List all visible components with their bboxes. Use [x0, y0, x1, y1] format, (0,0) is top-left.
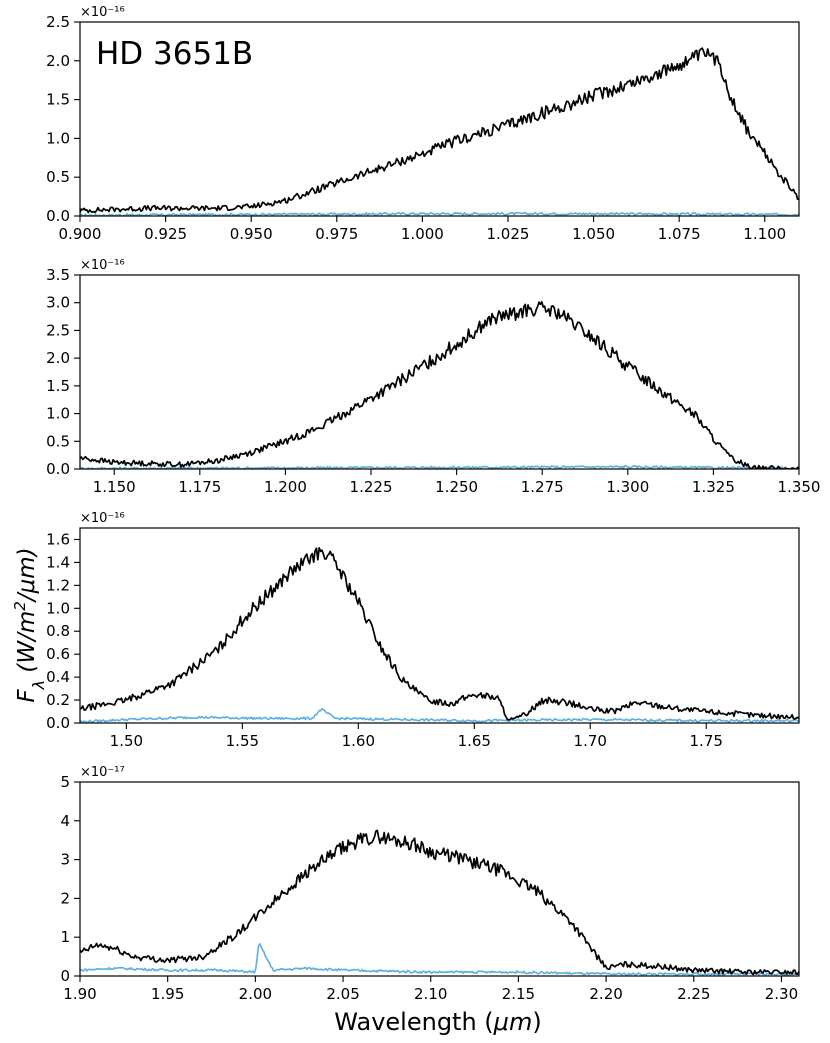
y-tick-label: 3.5 [46, 266, 70, 284]
x-tick-label: 1.75 [690, 732, 723, 750]
x-label-base: Wavelength ( [334, 1008, 493, 1036]
series-uncertainty-line [80, 211, 799, 216]
panel-2: 1.150 1.175 1.200 1.225 1.250 1.275 1.300 1.325… [46, 258, 820, 496]
x-tick-label: 2.00 [239, 985, 272, 1003]
y-label-symbol: F [14, 689, 40, 703]
y-tick-label: 1.0 [46, 129, 70, 147]
y-tick-label: 0.2 [46, 691, 70, 709]
x-tick-label: 1.000 [401, 225, 444, 243]
x-tick-label: 2.25 [677, 985, 710, 1003]
x-tick-label: 1.050 [572, 225, 615, 243]
y-label-superscript: 2 [11, 601, 29, 611]
y-exponent-label: ×10⁻¹⁶ [80, 511, 125, 526]
plot-frame [79, 781, 800, 977]
series-uncertainty-line [80, 943, 799, 976]
x-tick-label: 0.925 [144, 225, 187, 243]
plot-frame [79, 274, 800, 470]
y-tick-label: 1.4 [46, 553, 70, 571]
y-label-unit: (W/m [14, 611, 40, 680]
y-axis-label: Fλ (W/m2/μm) [11, 547, 48, 702]
x-tick-label: 1.275 [521, 478, 564, 496]
y-tick-label: 0.5 [46, 168, 70, 186]
x-tick-label: 1.025 [486, 225, 529, 243]
x-tick-label: 1.150 [93, 478, 136, 496]
y-tick-label: 4 [60, 812, 70, 830]
x-tick-label: 1.350 [778, 478, 821, 496]
x-axis-label: Wavelength (μm) [334, 1008, 541, 1036]
x-tick-label: 1.55 [226, 732, 259, 750]
x-tick-label: 1.225 [350, 478, 393, 496]
panel-3: 1.50 1.55 1.60 1.65 1.70 1.75 0.0 0.2 0.4 0.6 0.8 1… [46, 511, 800, 750]
y-tick-label: 1 [60, 928, 70, 946]
y-exponent-label: ×10⁻¹⁷ [80, 765, 125, 780]
y-tick-label: 2.5 [46, 13, 70, 31]
x-tick-label: 1.300 [606, 478, 649, 496]
y-tick-label: 1.6 [46, 530, 70, 548]
y-label-subscript: λ [29, 680, 48, 690]
y-tick-label: 2 [60, 889, 70, 907]
y-tick-label: 5 [60, 773, 70, 791]
series-flux-line [80, 547, 799, 721]
x-tick-label: 1.250 [435, 478, 478, 496]
y-tick-label: 0.5 [46, 432, 70, 450]
x-label-close: ) [532, 1008, 541, 1036]
y-tick-label: 1.0 [46, 599, 70, 617]
x-tick-label: 1.075 [658, 225, 701, 243]
x-tick-label: 1.65 [458, 732, 491, 750]
plot-frame [79, 527, 800, 724]
x-tick-label: 1.60 [342, 732, 375, 750]
x-tick-label: 1.50 [110, 732, 143, 750]
y-label-unit-end: /μm) [14, 547, 40, 603]
y-exponent-label: ×10⁻¹⁶ [80, 5, 125, 20]
y-tick-label: 2.0 [46, 349, 70, 367]
panels-group: 0.900 0.925 0.950 0.975 1.000 1.025 1.050 1.075… [46, 5, 820, 1003]
x-tick-label: 0.900 [59, 225, 102, 243]
y-tick-label: 0.8 [46, 622, 70, 640]
y-tick-label: 0.4 [46, 668, 70, 686]
y-tick-label: 0.6 [46, 645, 70, 663]
x-tick-label: 0.975 [315, 225, 358, 243]
y-tick-label: 0.0 [46, 207, 70, 225]
series-flux-line [80, 829, 799, 976]
y-tick-label: 0.0 [46, 460, 70, 478]
y-tick-label: 1.5 [46, 91, 70, 109]
x-tick-label: 0.950 [230, 225, 273, 243]
x-tick-label: 2.15 [502, 985, 535, 1003]
plot-frame [79, 21, 800, 217]
y-tick-label: 2.0 [46, 52, 70, 70]
x-tick-label: 2.10 [414, 985, 447, 1003]
y-tick-label: 0.0 [46, 714, 70, 732]
x-label-unit: μm [493, 1008, 533, 1036]
x-tick-label: 1.175 [178, 478, 221, 496]
x-tick-label: 1.100 [743, 225, 786, 243]
y-tick-label: 2.5 [46, 321, 70, 339]
y-tick-label: 1.0 [46, 405, 70, 423]
series-flux-line [80, 47, 799, 214]
x-tick-label: 1.95 [151, 985, 184, 1003]
x-tick-label: 1.70 [574, 732, 607, 750]
panel-1: 0.900 0.925 0.950 0.975 1.000 1.025 1.050 1.075… [46, 5, 800, 243]
y-tick-label: 1.2 [46, 576, 70, 594]
series-uncertainty-line [80, 465, 799, 469]
x-tick-label: 2.30 [765, 985, 798, 1003]
x-tick-label: 1.90 [63, 985, 96, 1003]
figure-title: HD 3651B [96, 36, 253, 72]
x-tick-label: 2.20 [589, 985, 622, 1003]
series-uncertainty-line [80, 708, 799, 723]
panel-4: 1.90 1.95 2.00 2.05 2.10 2.15 2.20 2.25 2.30 0 1 2 3… [60, 765, 800, 1003]
y-tick-label: 0 [60, 967, 70, 985]
series-flux-line [80, 301, 799, 469]
x-tick-label: 1.200 [264, 478, 307, 496]
y-exponent-label: ×10⁻¹⁶ [80, 258, 125, 273]
y-tick-label: 3.0 [46, 294, 70, 312]
y-tick-label: 3 [60, 851, 70, 869]
x-tick-label: 1.325 [692, 478, 735, 496]
x-tick-label: 2.05 [326, 985, 359, 1003]
y-tick-label: 1.5 [46, 377, 70, 395]
